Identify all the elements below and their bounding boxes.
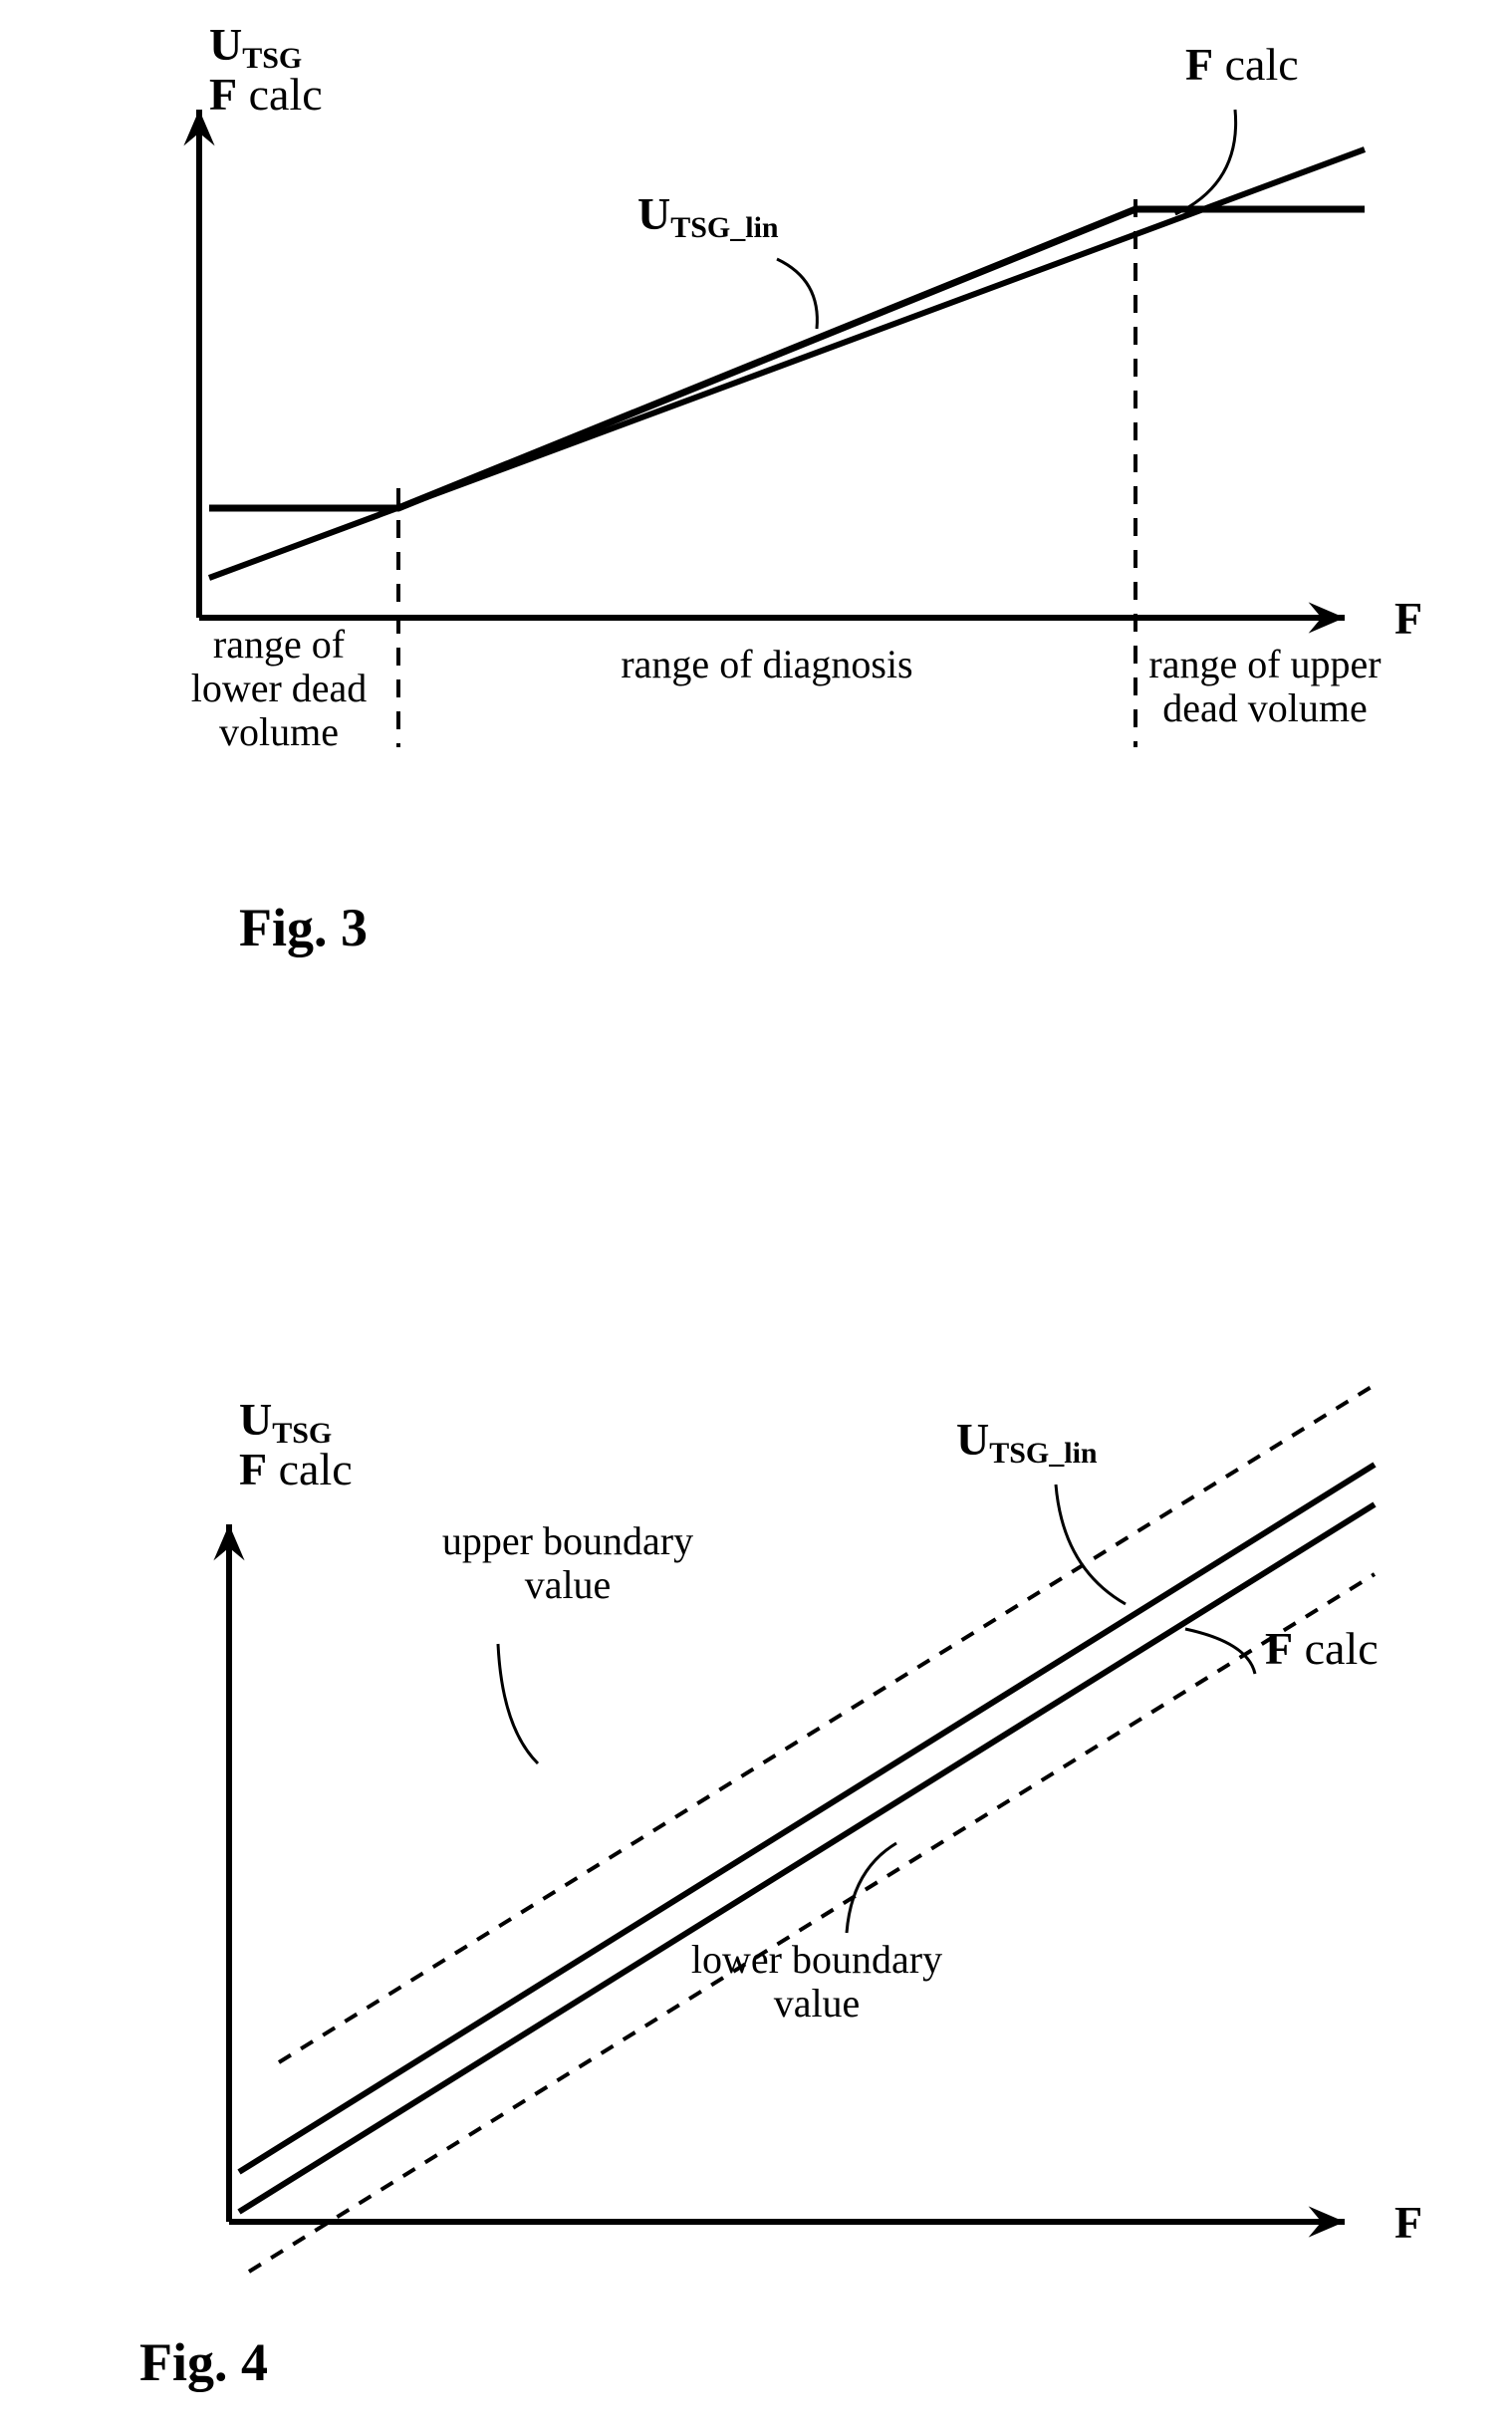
- svg-text:F calc: F calc: [239, 1444, 353, 1494]
- svg-text:dead volume: dead volume: [1162, 685, 1368, 730]
- svg-text:upper boundary: upper boundary: [442, 1518, 693, 1563]
- svg-text:lower boundary: lower boundary: [691, 1937, 942, 1982]
- svg-text:range of diagnosis: range of diagnosis: [621, 642, 912, 686]
- svg-text:F calc: F calc: [209, 69, 323, 120]
- svg-text:value: value: [774, 1981, 861, 2026]
- fig4-lines: [239, 1385, 1375, 2272]
- svg-text:F calc: F calc: [1185, 39, 1299, 90]
- svg-text:UTSG: UTSG: [209, 19, 302, 75]
- svg-text:UTSG_lin: UTSG_lin: [637, 188, 779, 244]
- svg-text:F: F: [1394, 593, 1422, 644]
- fig3-labels: F calc UTSG_linrange oflower deadvolume ra…: [191, 39, 1382, 754]
- svg-text:value: value: [525, 1562, 612, 1607]
- figure-3-caption: Fig. 3: [239, 897, 368, 958]
- svg-text:range of upper: range of upper: [1148, 642, 1381, 686]
- fig4-axes: UTSGF calcF: [213, 1394, 1422, 2248]
- figure-4: UTSGF calcF UTSG_linF calcupper boundary…: [80, 1375, 1474, 2292]
- svg-text:lower dead: lower dead: [191, 666, 368, 710]
- svg-text:volume: volume: [219, 709, 339, 754]
- figure-4-caption: Fig. 4: [139, 2331, 268, 2393]
- fig4-labels: UTSG_linF calcupper boundaryvaluelower b…: [442, 1414, 1379, 2026]
- svg-text:UTSG_lin: UTSG_lin: [956, 1414, 1098, 1470]
- figure-3: UTSGF calcF F calcUTSG_linrange oflower …: [80, 20, 1474, 797]
- svg-text:range of: range of: [213, 622, 346, 667]
- svg-text:F: F: [1394, 2197, 1422, 2248]
- svg-text:F calc: F calc: [1265, 1623, 1379, 1674]
- fig3-lines: [209, 149, 1365, 578]
- figure-4-svg: UTSGF calcF UTSG_linF calcupper boundary…: [80, 1375, 1474, 2292]
- figure-3-svg: UTSGF calcF F calcUTSG_linrange oflower …: [80, 20, 1474, 797]
- svg-text:UTSG: UTSG: [239, 1394, 332, 1450]
